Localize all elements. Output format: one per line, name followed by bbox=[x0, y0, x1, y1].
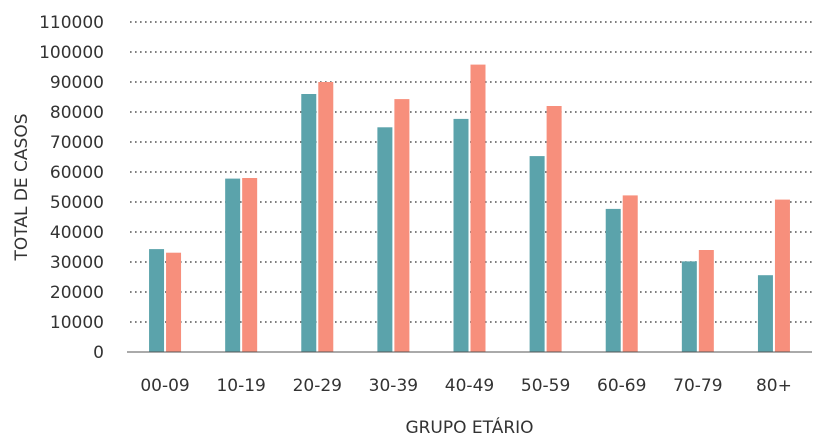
x-tick-label: 40-49 bbox=[445, 376, 494, 396]
bars bbox=[149, 64, 790, 353]
x-tick-label: 60-69 bbox=[597, 376, 646, 396]
x-tick-label: 10-19 bbox=[216, 376, 265, 396]
x-axis-title: GRUPO ETÁRIO bbox=[405, 416, 533, 438]
y-tick-label: 20000 bbox=[50, 283, 104, 303]
bar-60-69-series-2 bbox=[622, 195, 638, 352]
bar-00-09-series-1 bbox=[149, 249, 165, 352]
y-tick-label: 10000 bbox=[50, 313, 104, 333]
bar-50-59-series-2 bbox=[546, 106, 562, 352]
bar-20-29-series-2 bbox=[318, 82, 334, 352]
bar-70-79-series-2 bbox=[698, 250, 714, 352]
y-tick-label: 30000 bbox=[50, 253, 104, 273]
y-tick-label: 70000 bbox=[50, 133, 104, 153]
bar-80+-series-2 bbox=[774, 199, 790, 352]
bar-40-49-series-1 bbox=[453, 118, 469, 353]
bar-00-09-series-2 bbox=[166, 252, 182, 352]
x-tick-label: 50-59 bbox=[521, 376, 570, 396]
y-tick-label: 100000 bbox=[39, 43, 104, 63]
x-tick-label: 70-79 bbox=[673, 376, 722, 396]
bar-70-79-series-1 bbox=[681, 261, 697, 352]
y-tick-label: 80000 bbox=[50, 103, 104, 123]
y-tick-label: 0 bbox=[93, 343, 104, 363]
bar-50-59-series-1 bbox=[529, 156, 545, 352]
x-tick-label: 00-09 bbox=[140, 376, 189, 396]
y-tick-label: 110000 bbox=[39, 13, 104, 33]
y-tick-labels: 0 10000 20000 30000 40000 50000 60000 70000 8000… bbox=[39, 13, 104, 363]
y-tick-label: 50000 bbox=[50, 193, 104, 213]
bar-10-19-series-2 bbox=[242, 178, 258, 352]
bar-40-49-series-2 bbox=[470, 64, 486, 352]
bar-10-19-series-1 bbox=[225, 178, 241, 352]
x-tick-label: 30-39 bbox=[369, 376, 418, 396]
bar-20-29-series-1 bbox=[301, 94, 317, 352]
y-axis-title: TOTAL DE CASOS bbox=[12, 113, 32, 261]
bar-80+-series-1 bbox=[757, 275, 773, 352]
bar-60-69-series-1 bbox=[605, 208, 621, 352]
y-tick-label: 90000 bbox=[50, 73, 104, 93]
bar-30-39-series-2 bbox=[394, 99, 410, 352]
x-tick-label: 80+ bbox=[756, 376, 792, 396]
y-tick-label: 40000 bbox=[50, 223, 104, 243]
bar-30-39-series-1 bbox=[377, 127, 393, 352]
x-tick-label: 20-29 bbox=[293, 376, 342, 396]
y-tick-label: 60000 bbox=[50, 163, 104, 183]
x-tick-labels: 00-09 10-19 20-29 30-39 40-49 50-59 60-69 70-79… bbox=[140, 376, 792, 396]
